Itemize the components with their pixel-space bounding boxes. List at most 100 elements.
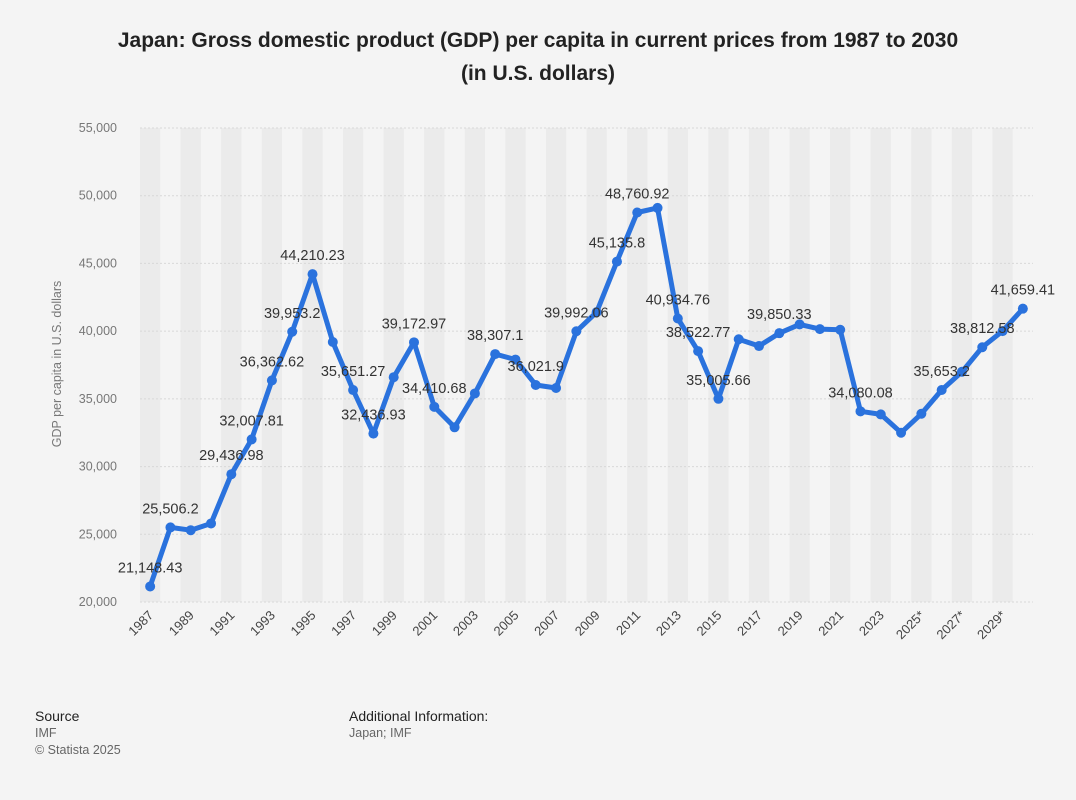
data-point[interactable]: [754, 341, 765, 352]
band: [627, 128, 648, 602]
data-point[interactable]: [997, 326, 1008, 337]
data-point[interactable]: [672, 313, 683, 324]
y-tick-label: 55,000: [79, 121, 117, 135]
data-point[interactable]: [936, 385, 947, 396]
x-tick-label: 2015: [693, 608, 724, 639]
source-block: Source IMF © Statista 2025: [35, 708, 121, 759]
x-tick-label: 2011: [613, 608, 643, 638]
data-point[interactable]: [226, 469, 237, 480]
y-axis-ticks: 20,000 25,000 30,000 35,000 40,000 45,000 50,0…: [79, 121, 117, 609]
data-point[interactable]: [348, 385, 359, 396]
band: [708, 128, 729, 602]
x-tick-label: 2021: [815, 608, 846, 639]
band: [870, 128, 891, 602]
data-point[interactable]: [510, 354, 521, 365]
chart-title: Japan: Gross domestic product (GDP) per …: [0, 24, 1076, 90]
data-label: 39,953.2: [264, 306, 320, 322]
band: [951, 128, 973, 602]
data-point[interactable]: [368, 428, 379, 439]
data-label: 38,307.1: [467, 328, 523, 344]
data-point[interactable]: [794, 319, 805, 330]
data-label: 39,992.06: [544, 305, 609, 321]
data-point[interactable]: [855, 406, 866, 417]
data-point[interactable]: [206, 518, 217, 529]
x-tick-label: 1997: [328, 608, 359, 639]
x-tick-label: 2025*: [893, 608, 928, 643]
band: [830, 128, 851, 602]
data-point[interactable]: [896, 427, 907, 438]
y-tick-label: 50,000: [79, 189, 117, 203]
band: [667, 128, 688, 602]
data-point[interactable]: [632, 207, 643, 218]
data-label: 32,007.81: [219, 413, 284, 429]
data-point[interactable]: [185, 525, 196, 536]
data-point[interactable]: [469, 388, 480, 399]
data-points: [145, 202, 1028, 592]
x-tick-label: 2027*: [933, 608, 968, 643]
source-name[interactable]: IMF: [35, 726, 57, 740]
copyright[interactable]: © Statista 2025: [35, 743, 121, 757]
data-point[interactable]: [145, 581, 156, 592]
data-point[interactable]: [611, 256, 622, 267]
data-point[interactable]: [652, 202, 663, 213]
data-point[interactable]: [875, 409, 886, 420]
x-tick-label: 1999: [369, 608, 400, 639]
data-point[interactable]: [916, 408, 927, 419]
data-point[interactable]: [774, 328, 785, 339]
data-point[interactable]: [307, 269, 318, 280]
x-axis-ticks: 1987 1989 1991 1993 1995 1997 1999 2001 2003 2005…: [125, 608, 1008, 643]
data-point[interactable]: [287, 326, 298, 337]
data-label: 39,850.33: [747, 307, 812, 323]
data-label: 38,522.77: [666, 325, 731, 341]
data-label: 35,651.27: [321, 364, 386, 380]
band: [424, 128, 445, 602]
x-tick-label: 1995: [288, 608, 319, 639]
data-point[interactable]: [713, 393, 724, 404]
x-tick-label: 2003: [450, 608, 481, 639]
data-point[interactable]: [327, 336, 338, 347]
source-heading: Source: [35, 708, 80, 724]
band: [586, 128, 607, 602]
data-point[interactable]: [693, 346, 704, 357]
data-point[interactable]: [814, 324, 825, 335]
data-labels: 21,148.43 25,506.2 29,436.98 32,007.81 36,36…: [118, 186, 1055, 576]
data-point[interactable]: [1017, 303, 1028, 314]
data-label: 29,436.98: [199, 448, 264, 464]
data-point[interactable]: [165, 522, 176, 533]
data-label: 44,210.23: [280, 248, 345, 264]
data-point[interactable]: [977, 342, 988, 353]
x-tick-label: 2029*: [974, 608, 1009, 643]
x-tick-label: 1991: [206, 608, 237, 639]
data-point[interactable]: [571, 326, 582, 337]
data-point[interactable]: [449, 422, 460, 433]
data-point[interactable]: [246, 434, 257, 445]
data-label: 40,934.76: [646, 292, 711, 308]
band: [221, 128, 242, 602]
x-tick-label: 1993: [247, 608, 278, 639]
y-tick-label: 45,000: [79, 256, 117, 270]
data-point[interactable]: [733, 334, 744, 345]
x-tick-label: 2001: [409, 608, 440, 639]
band: [383, 128, 404, 602]
band: [180, 128, 201, 602]
alternating-bands: [140, 128, 1013, 602]
x-tick-label: 2007: [531, 608, 562, 639]
data-point[interactable]: [388, 372, 399, 383]
data-point[interactable]: [408, 337, 419, 348]
data-label: 36,021.9: [508, 359, 564, 375]
data-point[interactable]: [490, 349, 501, 360]
y-tick-label: 40,000: [79, 324, 117, 338]
x-tick-label: 2017: [734, 608, 765, 639]
data-point[interactable]: [591, 307, 602, 318]
data-point[interactable]: [266, 375, 277, 386]
data-label: 45,135.8: [589, 236, 645, 252]
data-point[interactable]: [835, 324, 846, 335]
data-point[interactable]: [429, 401, 440, 412]
data-point[interactable]: [551, 383, 562, 394]
band: [992, 128, 1013, 602]
x-tick-label: 2023: [856, 608, 887, 639]
y-axis-label: GDP per capita in U.S. dollars: [50, 281, 64, 448]
data-point[interactable]: [956, 366, 967, 377]
data-point[interactable]: [530, 380, 541, 391]
